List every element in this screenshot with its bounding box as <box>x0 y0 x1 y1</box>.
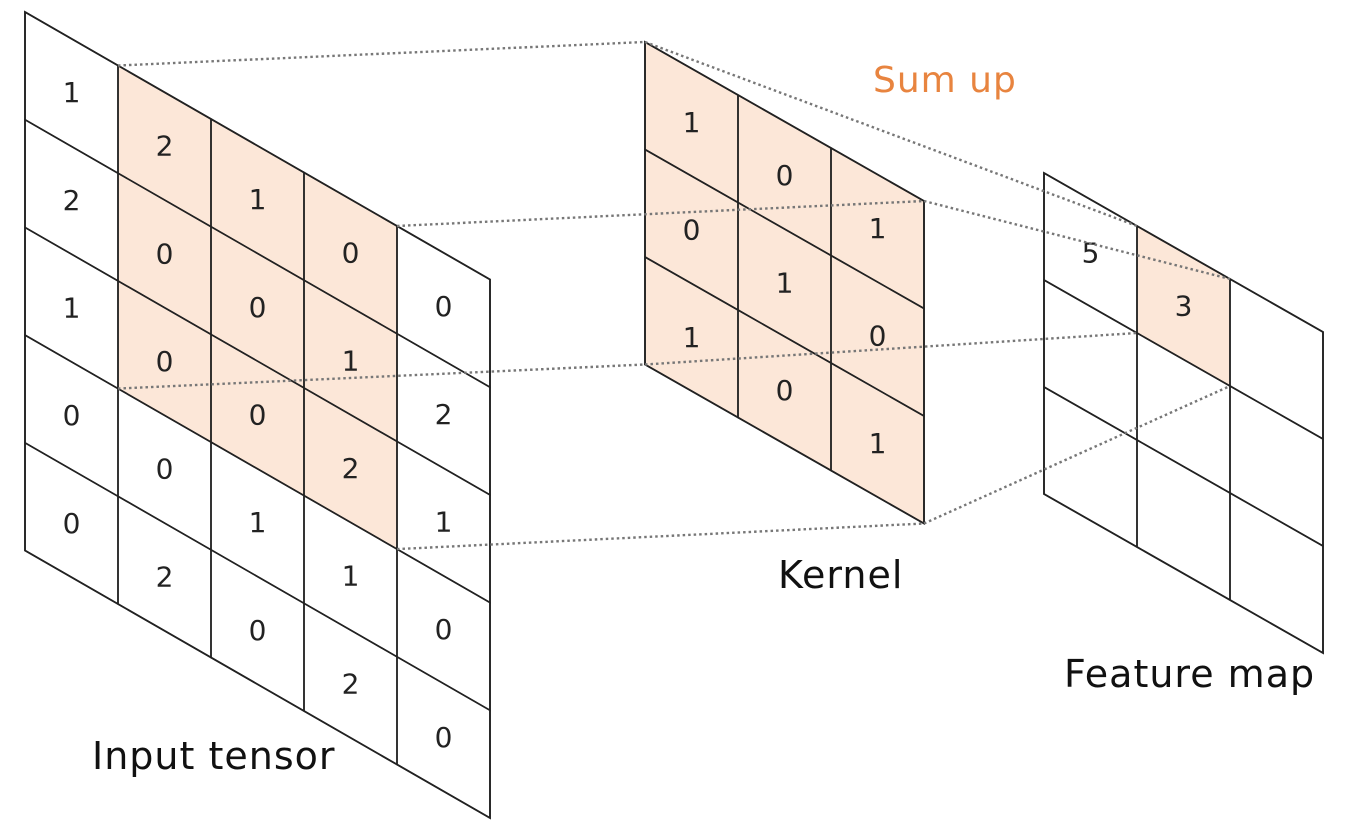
kernel-value-2-1: 0 <box>776 374 794 407</box>
cell-borders-layer <box>24 10 1324 820</box>
kernel-value-2-2: 1 <box>869 427 887 460</box>
input-tensor-value-1-1: 0 <box>156 237 174 270</box>
feature-map-value-0-1: 3 <box>1175 290 1193 323</box>
projection-lines-layer <box>117 40 1231 551</box>
kernel-value-0-2: 1 <box>869 212 887 245</box>
projection-line-kernel-to-feature-bottom-right <box>923 384 1231 525</box>
input-tensor-value-4-4: 0 <box>435 721 453 754</box>
input-tensor-value-1-0: 2 <box>63 184 81 217</box>
cell-fills-layer <box>25 12 1323 818</box>
input-tensor-value-0-0: 1 <box>63 76 81 109</box>
input-tensor-value-2-3: 2 <box>342 452 360 485</box>
input-tensor-label: Input tensor <box>92 734 336 778</box>
sum-up-label: Sum up <box>873 60 1017 101</box>
input-tensor-value-1-4: 2 <box>435 398 453 431</box>
input-tensor-value-3-3: 1 <box>342 560 360 593</box>
kernel-value-0-0: 1 <box>683 106 701 139</box>
input-tensor-value-0-3: 0 <box>342 237 360 270</box>
input-tensor-value-4-1: 2 <box>156 560 174 593</box>
kernel-value-2-0: 1 <box>683 321 701 354</box>
input-tensor-value-3-1: 0 <box>156 453 174 486</box>
projection-line-input-to-kernel-top-left <box>117 40 646 67</box>
input-tensor-value-1-2: 0 <box>249 291 267 324</box>
input-tensor-value-3-4: 0 <box>435 613 453 646</box>
kernel-value-1-1: 1 <box>776 266 794 299</box>
input-tensor-value-2-0: 1 <box>63 292 81 325</box>
input-tensor-value-2-1: 0 <box>156 345 174 378</box>
kernel-value-0-1: 0 <box>776 159 794 192</box>
input-tensor-value-0-2: 1 <box>249 183 267 216</box>
kernel-label: Kernel <box>778 553 904 597</box>
input-tensor-value-4-0: 0 <box>63 507 81 540</box>
kernel-value-1-2: 0 <box>869 319 887 352</box>
input-tensor-value-2-4: 1 <box>435 506 453 539</box>
input-tensor-value-0-4: 0 <box>435 290 453 323</box>
input-tensor-outline <box>24 10 491 820</box>
feature-map-label: Feature map <box>1064 652 1316 696</box>
kernel-value-1-0: 0 <box>683 213 701 246</box>
input-tensor-value-3-2: 1 <box>249 506 267 539</box>
input-tensor-value-0-1: 2 <box>156 130 174 163</box>
input-tensor-value-1-3: 1 <box>342 344 360 377</box>
input-tensor-value-4-3: 2 <box>342 667 360 700</box>
input-tensor-value-4-2: 0 <box>249 614 267 647</box>
input-tensor-value-2-2: 0 <box>249 399 267 432</box>
input-tensor-value-3-0: 0 <box>63 399 81 432</box>
